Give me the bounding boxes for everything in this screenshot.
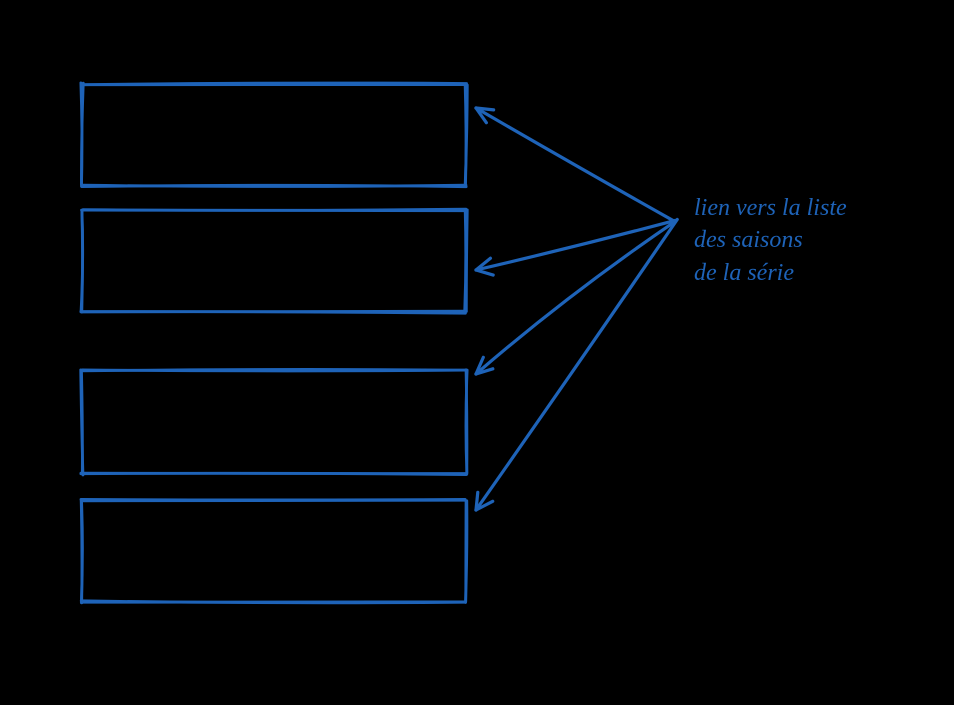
- arrow-1: [476, 108, 675, 221]
- box-2[interactable]: [81, 209, 467, 313]
- annotation-label: lien vers la liste des saisons de la sér…: [694, 192, 847, 289]
- box-3[interactable]: [81, 369, 467, 475]
- arrow-3: [476, 221, 676, 374]
- box-1[interactable]: [81, 83, 467, 187]
- box-4[interactable]: [81, 499, 467, 602]
- diagram-canvas: [0, 0, 954, 705]
